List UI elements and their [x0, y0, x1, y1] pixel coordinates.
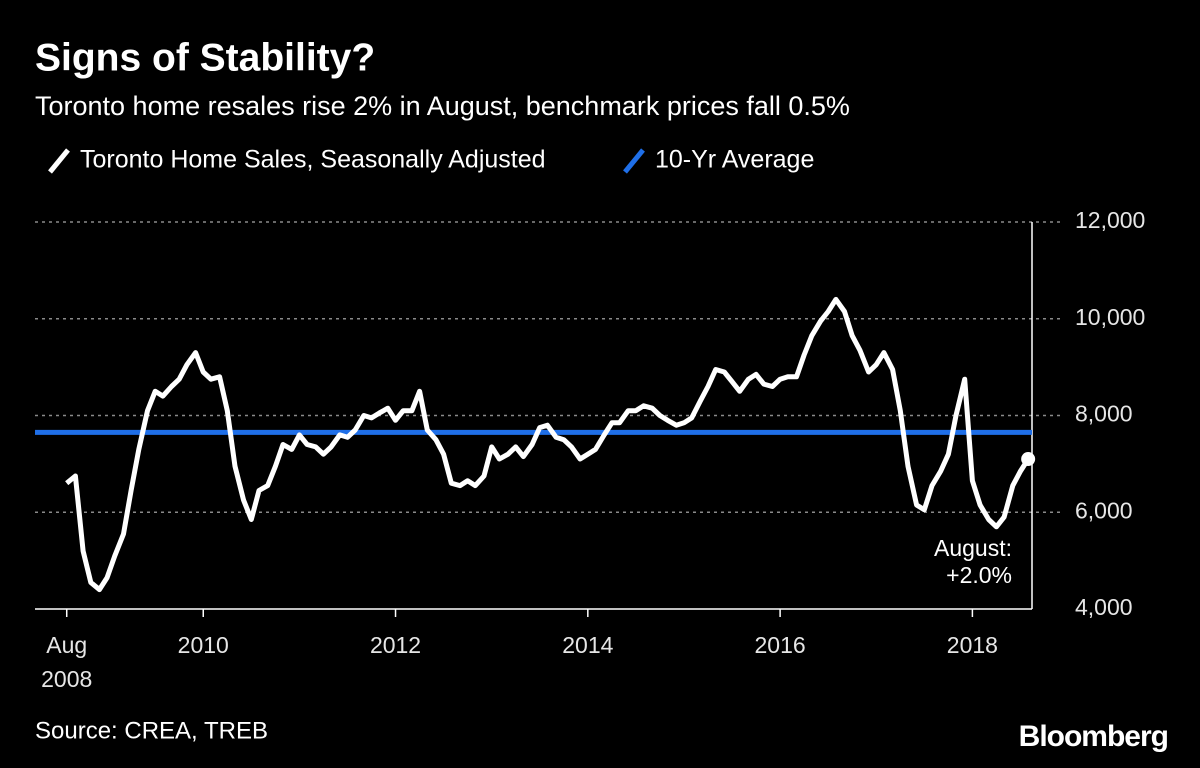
- y-tick-label: 6,000: [1075, 497, 1133, 523]
- annotation: +2.0%: [946, 562, 1012, 588]
- y-tick-label: 4,000: [1075, 594, 1133, 620]
- y-tick-label: 12,000: [1075, 207, 1145, 233]
- legend-swatch: [623, 148, 645, 174]
- y-tick-label: 8,000: [1075, 401, 1133, 427]
- end-point: [1021, 452, 1036, 467]
- x-tick-label: 2012: [370, 632, 421, 658]
- brand: Bloomberg: [1019, 720, 1168, 753]
- source: Source: CREA, TREB: [35, 717, 268, 744]
- x-tick-label: 2014: [562, 632, 613, 658]
- legend-label: Toronto Home Sales, Seasonally Adjusted: [80, 146, 546, 174]
- x-tick-label: 2016: [755, 632, 806, 658]
- chart-title: Signs of Stability?: [35, 36, 375, 79]
- x-tick-label: 2018: [947, 632, 998, 658]
- legend-label: 10-Yr Average: [655, 146, 814, 174]
- annotation: August:: [934, 535, 1012, 561]
- y-tick-label: 10,000: [1075, 304, 1145, 330]
- legend-swatch: [48, 148, 70, 174]
- chart-subtitle: Toronto home resales rise 2% in August, …: [35, 91, 850, 121]
- x-tick-label: Aug 2008: [41, 632, 92, 692]
- series-line: [65, 296, 1031, 593]
- x-tick-label: 2010: [178, 632, 229, 658]
